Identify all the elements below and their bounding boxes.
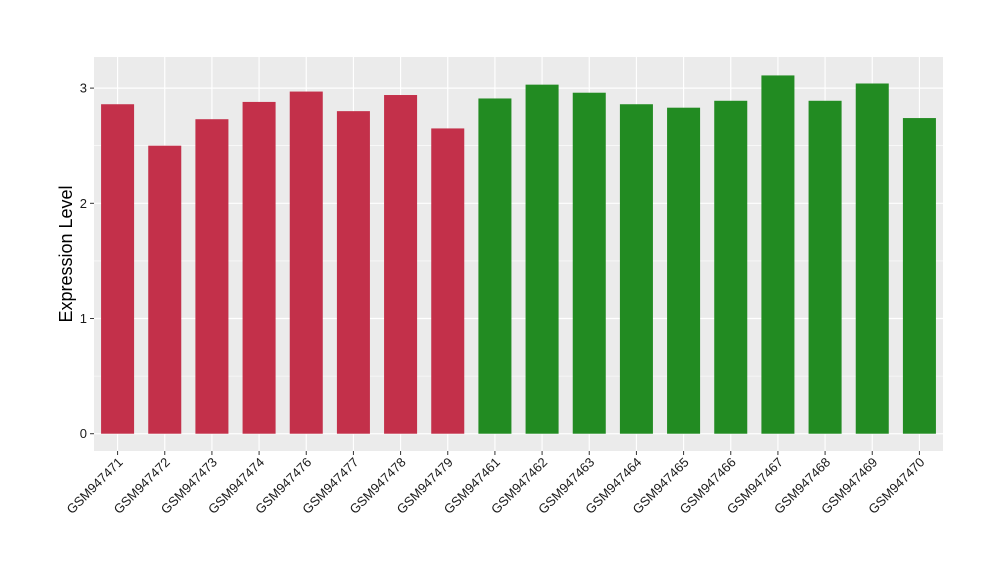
bar-gsm947467 [761,75,795,434]
bars [101,75,936,434]
bar-gsm947472 [148,145,182,434]
bar-gsm947470 [902,118,936,434]
bar-gsm947471 [101,104,135,434]
bar-gsm947479 [431,128,465,434]
bar-gsm947466 [714,100,748,434]
y-axis: 0 1 2 3 [80,81,94,441]
y-axis-title: Expression Level [56,185,76,322]
bar-gsm947465 [667,107,701,434]
bar-gsm947468 [808,100,842,434]
bar-gsm947474 [242,101,276,434]
bar-gsm947461 [478,98,512,434]
y-tick-label: 2 [80,196,87,211]
y-tick-label: 3 [80,81,87,96]
bar-gsm947476 [289,91,323,434]
bar-gsm947463 [572,92,606,434]
bar-gsm947469 [855,83,889,434]
bar-gsm947473 [195,119,229,434]
bar-gsm947478 [384,95,418,434]
bar-gsm947462 [525,84,559,434]
plot-panel [94,57,943,451]
bar-gsm947464 [619,104,653,434]
grid-minor [94,145,943,377]
x-axis: GSM947471GSM947472GSM947473GSM947474GSM9… [63,451,928,517]
bar-gsm947477 [336,111,370,434]
y-tick-label: 0 [80,426,87,441]
y-tick-label: 1 [80,311,87,326]
